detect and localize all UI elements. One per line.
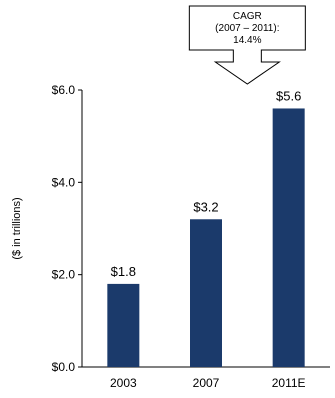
x-tick-label: 2007 <box>193 376 220 390</box>
bar-2007 <box>190 219 222 367</box>
bar-2003 <box>107 283 140 367</box>
y-tick-label: $4.0 <box>52 175 76 189</box>
y-axis-label: ($ in trillions) <box>11 197 23 259</box>
data-label-2011E: $5.6 <box>276 88 301 103</box>
chart-labels: $1.8 2003 $3.2 2007 $5.6 2011E <box>110 88 306 390</box>
callout-line-2: (2007 – 2011): <box>215 23 279 34</box>
x-tick-label: 2011E <box>272 376 306 390</box>
y-tick-label: $6.0 <box>52 83 76 97</box>
data-label-2003: $1.8 <box>111 264 136 279</box>
data-label-2007: $3.2 <box>193 199 218 214</box>
callout-arrow-shape <box>188 5 306 85</box>
y-tick-label: $0.0 <box>52 360 76 374</box>
y-tick-label: $2.0 <box>52 268 76 282</box>
cagr-callout: CAGR(2007 – 2011):14.4% <box>188 5 306 85</box>
callout-line-3: 14.4% <box>233 35 261 46</box>
x-tick-label: 2003 <box>110 376 137 390</box>
callout-line-1: CAGR <box>233 11 262 22</box>
chart-bars <box>107 108 305 367</box>
bar-2011E <box>272 108 305 367</box>
